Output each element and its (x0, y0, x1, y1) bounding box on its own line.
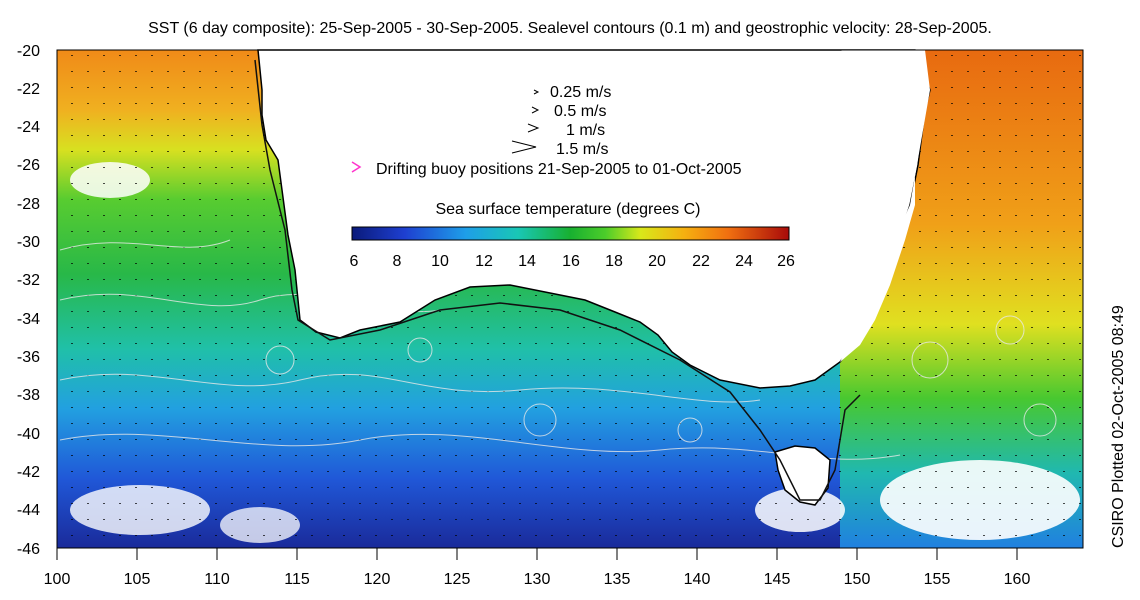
colorbar-tick: 12 (475, 253, 493, 270)
colorbar-gradient (351, 226, 790, 241)
y-tick-label: -22 (17, 81, 40, 98)
buoy-marker-icon (351, 161, 362, 173)
x-ticks (56, 548, 1018, 560)
y-tick-label: -44 (17, 502, 40, 519)
x-axis: 100 105 110 115 120 125 130 135 140 145 … (44, 571, 1031, 588)
queensland-land (840, 50, 930, 362)
arrow-1-5-icon (511, 140, 537, 154)
colorbar-title: Sea surface temperature (degrees C) (435, 201, 700, 218)
velocity-label: 0.5 m/s (554, 103, 606, 120)
velocity-label: 1 m/s (566, 122, 605, 139)
x-tick-label: 110 (204, 571, 230, 588)
x-tick-label: 135 (604, 571, 631, 588)
colorbar-tick: 26 (777, 253, 795, 270)
y-tick-label: -36 (17, 349, 40, 366)
map-title: SST (6 day composite): 25-Sep-2005 - 30-… (148, 20, 992, 37)
y-tick-label: -26 (17, 157, 40, 174)
x-tick-label: 120 (364, 571, 391, 588)
x-tick-label: 155 (924, 571, 951, 588)
x-tick-label: 130 (524, 571, 551, 588)
y-tick-label: -20 (17, 43, 40, 60)
colorbar-tick: 20 (648, 253, 666, 270)
colorbar-tick: 8 (393, 253, 402, 270)
y-tick-label: -30 (17, 234, 40, 251)
x-tick-label: 150 (844, 571, 871, 588)
colorbar-tick: 14 (518, 253, 536, 270)
y-tick-label: -24 (17, 119, 40, 136)
x-tick-label: 100 (44, 571, 71, 588)
y-tick-label: -28 (17, 196, 40, 213)
x-tick-label: 145 (764, 571, 791, 588)
sst-colorbar: Sea surface temperature (degrees C) 6 8 … (350, 201, 795, 270)
y-tick-label: -38 (17, 387, 40, 404)
colorbar-tick: 22 (692, 253, 710, 270)
y-axis: -20 -22 -24 -26 -28 -30 -32 -34 -36 -38 … (17, 43, 40, 558)
colorbar-tick: 6 (350, 253, 359, 270)
colorbar-tick: 24 (735, 253, 753, 270)
x-tick-label: 105 (124, 571, 151, 588)
y-tick-label: -40 (17, 426, 40, 443)
x-tick-label: 115 (284, 571, 310, 588)
y-tick-label: -34 (17, 311, 40, 328)
velocity-label: 0.25 m/s (550, 84, 611, 101)
colorbar-tick: 16 (562, 253, 580, 270)
buoy-legend-label: Drifting buoy positions 21-Sep-2005 to 0… (376, 161, 742, 178)
arrow-0-5-icon (531, 106, 540, 114)
shelf-contour (254, 59, 861, 501)
x-tick-label: 140 (684, 571, 711, 588)
colorbar-tick: 18 (605, 253, 623, 270)
y-tick-label: -32 (17, 272, 40, 289)
x-tick-label: 125 (444, 571, 471, 588)
y-tick-label: -46 (17, 541, 40, 558)
map-frame (56, 49, 1084, 549)
arrow-1-icon (527, 123, 540, 133)
x-tick-label: 160 (1004, 571, 1031, 588)
colorbar-tick: 10 (431, 253, 449, 270)
arrow-0-25-icon (533, 89, 540, 95)
velocity-label: 1.5 m/s (556, 141, 608, 158)
velocity-legend: 0.25 m/s 0.5 m/s 1 m/s 1.5 m/s Drifting … (351, 84, 742, 178)
y-tick-label: -42 (17, 464, 40, 481)
